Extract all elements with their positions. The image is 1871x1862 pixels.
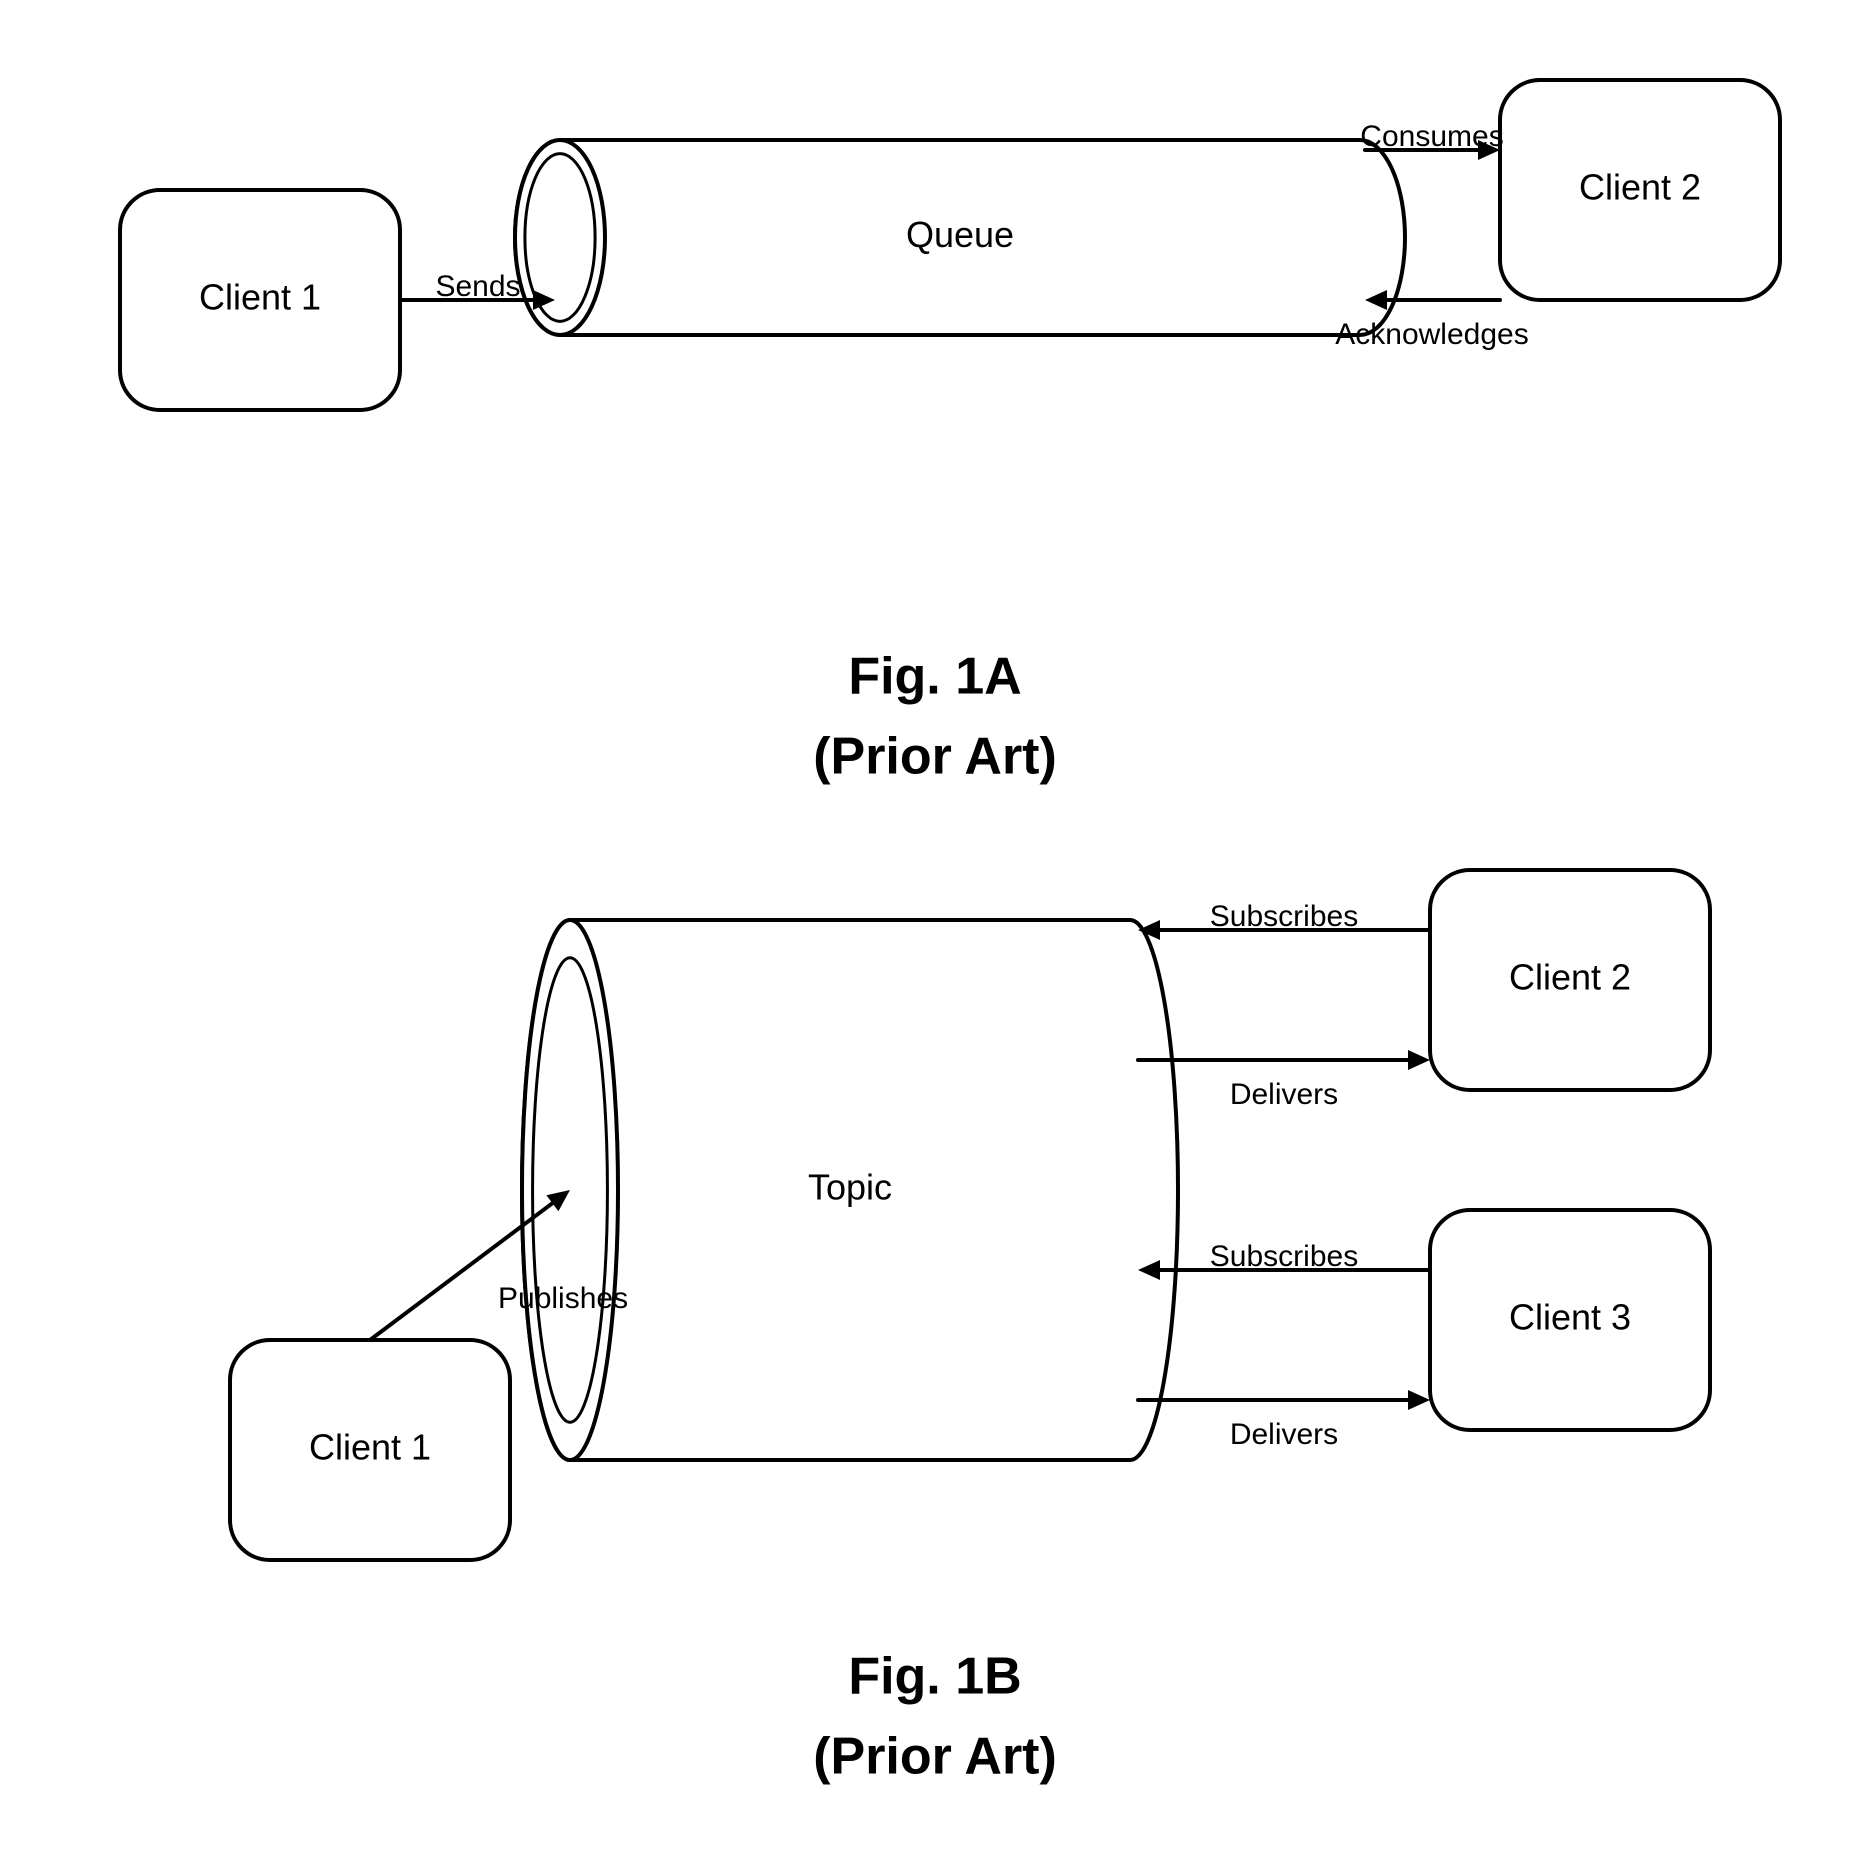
diagram-root: Queue Client 1 Client 2 Sends Consumes Acknow…	[0, 0, 1871, 1862]
queue-cylinder-label: Queue	[906, 214, 1014, 255]
topic-cylinder: Topic	[522, 920, 1178, 1460]
queue-cylinder: Queue	[515, 140, 1405, 335]
fig1b-edge-0-label: Publishes	[498, 1282, 628, 1315]
fig1a-edge-1-label: Consumes	[1360, 120, 1503, 153]
fig1b-client1-node: Client 1	[230, 1340, 510, 1560]
fig1a-client2-node: Client 2	[1500, 80, 1780, 300]
fig1a-client1-node: Client 1	[120, 190, 400, 410]
fig1a-title-line-1: (Prior Art)	[813, 728, 1057, 786]
fig1b-edge-2-label: Delivers	[1230, 1078, 1338, 1111]
fig1b-edge-1-label: Subscribes	[1210, 900, 1358, 933]
fig1b-edge-4-label: Delivers	[1230, 1418, 1338, 1451]
topic-cylinder-label: Topic	[808, 1167, 892, 1208]
diagram-svg: Queue Client 1 Client 2 Sends Consumes Acknow…	[0, 0, 1871, 1862]
fig1a-client2-node-label: Client 2	[1579, 167, 1701, 208]
fig1b-title-line-1: (Prior Art)	[813, 1728, 1057, 1786]
fig1b-title-line-0: Fig. 1B	[848, 1648, 1021, 1706]
fig1b-client1-node-label: Client 1	[309, 1427, 431, 1468]
fig1b-client3-node-label: Client 3	[1509, 1297, 1631, 1338]
fig1a-client1-node-label: Client 1	[199, 277, 321, 318]
fig1b-client3-node: Client 3	[1430, 1210, 1710, 1430]
fig1a-edge-2-label: Acknowledges	[1335, 318, 1528, 351]
fig1b-client2-node-label: Client 2	[1509, 957, 1631, 998]
fig1a-title-line-0: Fig. 1A	[848, 648, 1021, 706]
fig1a-edge-0-label: Sends	[435, 270, 520, 303]
fig1b-edge-3-label: Subscribes	[1210, 1240, 1358, 1273]
fig1b-client2-node: Client 2	[1430, 870, 1710, 1090]
